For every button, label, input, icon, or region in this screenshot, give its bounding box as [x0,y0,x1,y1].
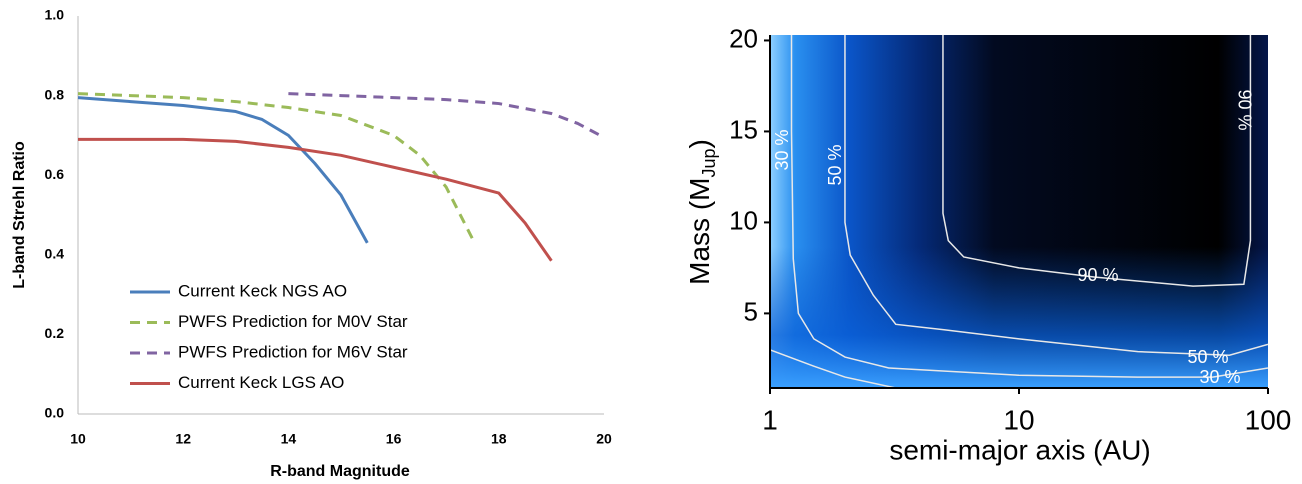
x-tick-label: 20 [596,431,612,447]
y-tick-label: 0.6 [45,166,65,182]
x-tick-label: 18 [491,431,507,447]
y-tick-label: 5 [744,296,758,326]
contour-line [790,35,1268,378]
contour-labels: 30 % 30 % 50 % 50 % 90 % 90 % [772,89,1255,386]
y-tick-label: 20 [729,23,758,53]
legend-label: Current Keck NGS AO [178,281,347,300]
x-tick-label: 10 [70,431,86,447]
contour-line [844,35,1268,357]
contour-label: 30 % [772,129,792,170]
x-tick-label: 14 [281,431,297,447]
legend-label: Current Keck LGS AO [178,373,344,392]
contour-label: 30 % [1199,367,1240,387]
y-axis-label: Mass (MJup) [684,139,718,285]
y-axis-label: L-band Strehl Ratio [11,141,28,289]
x-tick-label: 10 [1003,404,1034,435]
y-label-part: Mass (M [684,178,715,285]
y-tick-label: 0.2 [45,325,65,341]
contour-label: 50 % [1187,347,1228,367]
contour-line [942,35,1252,287]
contour-label: 50 % [825,144,845,185]
data-line [78,137,553,262]
heatmap-shading [770,35,1268,388]
contour-line [770,349,896,388]
y-tick-label: 0.4 [45,246,65,262]
contour-label: 90 % [1077,265,1118,285]
y-label-sub: Jup [699,148,719,177]
data-line [77,92,474,240]
x-tick-label: 100 [1245,404,1292,435]
x-axis-label: semi-major axis (AU) [889,434,1150,465]
y-label-part: ) [684,139,715,148]
legend-label: PWFS Prediction for M0V Star [178,312,408,331]
x-axis-label: R-band Magnitude [270,463,410,480]
legend-label: PWFS Prediction for M6V Star [178,342,408,361]
x-tick-label: 16 [386,431,402,447]
x-tick-label: 1 [762,404,778,435]
y-tick-label: 1.0 [45,7,65,23]
y-tick-label: 0.8 [45,86,65,102]
y-tick-label: 0.0 [45,405,65,421]
contour-lines [770,35,1268,388]
y-tick-label: 10 [729,205,758,235]
data-line [77,96,369,244]
x-tick-label: 12 [175,431,191,447]
contour-label: 90 % [1234,89,1254,130]
y-tick-label: 15 [729,114,758,144]
